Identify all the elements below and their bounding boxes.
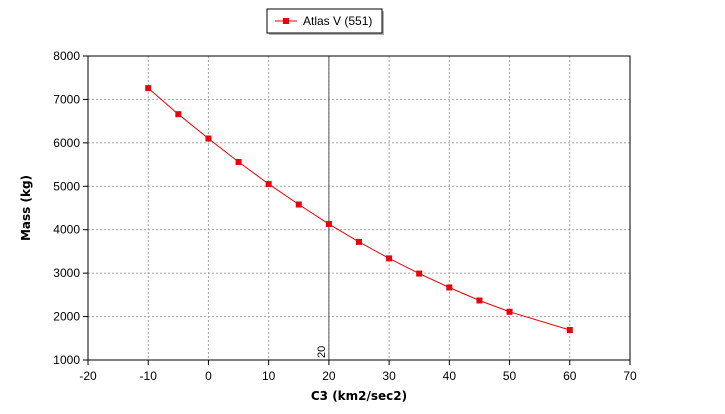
x-tick-label: 10 xyxy=(262,369,276,383)
y-tick-label: 2000 xyxy=(53,310,80,324)
data-point[interactable] xyxy=(205,135,212,142)
data-point[interactable] xyxy=(265,181,272,188)
axis-ticks: -20 -10 0 10 20 30 40 50 60 70 1000 2000 3000 4000 500… xyxy=(53,49,637,383)
data-point[interactable] xyxy=(325,221,332,228)
y-tick-label: 6000 xyxy=(53,136,80,150)
data-point[interactable] xyxy=(446,284,453,291)
data-point[interactable] xyxy=(506,308,513,315)
x-tick-label: 30 xyxy=(382,369,396,383)
y-tick-label: 5000 xyxy=(53,179,80,193)
data-point[interactable] xyxy=(566,327,573,334)
x-tick-label: 50 xyxy=(503,369,517,383)
x-tick-label: 70 xyxy=(623,369,637,383)
x-tick-label: 20 xyxy=(322,369,336,383)
data-point[interactable] xyxy=(175,111,182,118)
x-axis-title: C3 (km2/sec2) xyxy=(311,389,407,403)
plot-area-frame xyxy=(87,55,631,361)
x-tick-label: 0 xyxy=(205,369,212,383)
y-tick-label: 3000 xyxy=(53,266,80,280)
x-tick-label: -20 xyxy=(79,369,97,383)
legend[interactable]: Atlas V (551) xyxy=(266,8,384,35)
legend-series-marker xyxy=(283,18,289,24)
series-group xyxy=(145,85,573,334)
y-tick-label: 4000 xyxy=(53,223,80,237)
x-tick-label: -10 xyxy=(140,369,158,383)
data-point[interactable] xyxy=(235,158,242,165)
data-point[interactable] xyxy=(386,255,393,262)
grid xyxy=(88,56,630,360)
data-point[interactable] xyxy=(145,85,152,92)
data-point[interactable] xyxy=(295,201,302,208)
reference-line-label: 20 xyxy=(316,346,328,358)
y-tick-label: 8000 xyxy=(53,49,80,63)
series-line xyxy=(147,87,570,331)
data-point[interactable] xyxy=(416,270,423,277)
y-tick-label: 7000 xyxy=(53,92,80,106)
data-point[interactable] xyxy=(356,238,362,245)
legend-series-label: Atlas V (551) xyxy=(303,14,372,28)
y-tick-label: 1000 xyxy=(53,353,80,367)
data-point[interactable] xyxy=(476,297,483,304)
reference-line-group: 20 xyxy=(316,56,330,360)
y-axis-title: Mass (kg) xyxy=(19,175,33,241)
x-tick-label: 60 xyxy=(563,369,577,383)
x-tick-label: 40 xyxy=(443,369,457,383)
